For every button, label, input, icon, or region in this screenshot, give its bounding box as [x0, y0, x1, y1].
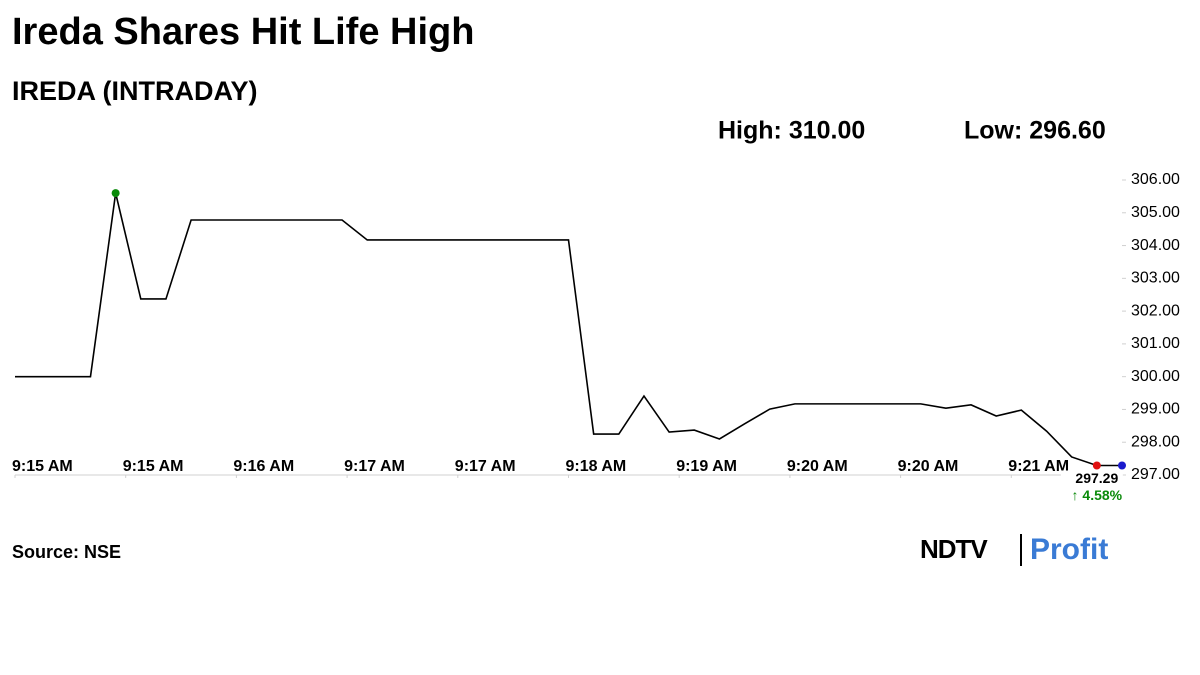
high-marker — [111, 189, 120, 198]
y-tick-label: 299.00 — [1131, 401, 1180, 418]
y-tick-label: 300.00 — [1131, 368, 1180, 385]
x-tick-label: 9:15 AM — [12, 458, 73, 475]
x-tick-label: 9:17 AM — [455, 458, 516, 475]
y-tick-label: 305.00 — [1131, 204, 1180, 221]
last-marker — [1118, 461, 1126, 470]
y-tick-label: 301.00 — [1131, 335, 1180, 352]
x-tick-label: 9:20 AM — [898, 458, 959, 475]
x-tick-label: 9:18 AM — [566, 458, 627, 475]
y-tick-label: 303.00 — [1131, 270, 1180, 287]
y-tick-label: 298.00 — [1131, 433, 1180, 450]
x-tick-label: 9:20 AM — [787, 458, 848, 475]
x-tick-label: 9:21 AM — [1008, 458, 1069, 475]
x-tick-label: 9:17 AM — [344, 458, 405, 475]
source: Source: NSE — [12, 542, 121, 562]
previous-marker — [1092, 461, 1101, 470]
low-text: Low: 296.60 — [964, 117, 1106, 145]
logo-ndtv: NDTV — [920, 534, 988, 564]
y-tick-label: 306.00 — [1131, 171, 1180, 188]
y-tick-label: 297.00 — [1131, 466, 1180, 483]
y-tick-label: 304.00 — [1131, 237, 1180, 254]
x-tick-label: 9:15 AM — [123, 458, 184, 475]
x-tick-label: 9:19 AM — [676, 458, 737, 475]
price-line — [15, 192, 1122, 467]
annotation-price: 297.29 — [1075, 470, 1118, 486]
x-tick-label: 9:16 AM — [233, 458, 294, 475]
annotation-change: ↑ 4.58% — [1072, 487, 1123, 503]
chart-subtitle: IREDA (INTRADAY) — [12, 76, 258, 106]
y-tick-label: 302.00 — [1131, 302, 1180, 319]
annotation-bg — [1060, 470, 1123, 507]
chart-title: Ireda Shares Hit Life High — [12, 11, 474, 53]
logo-profit: Profit — [1030, 533, 1108, 566]
high-text: High: 310.00 — [718, 117, 865, 145]
